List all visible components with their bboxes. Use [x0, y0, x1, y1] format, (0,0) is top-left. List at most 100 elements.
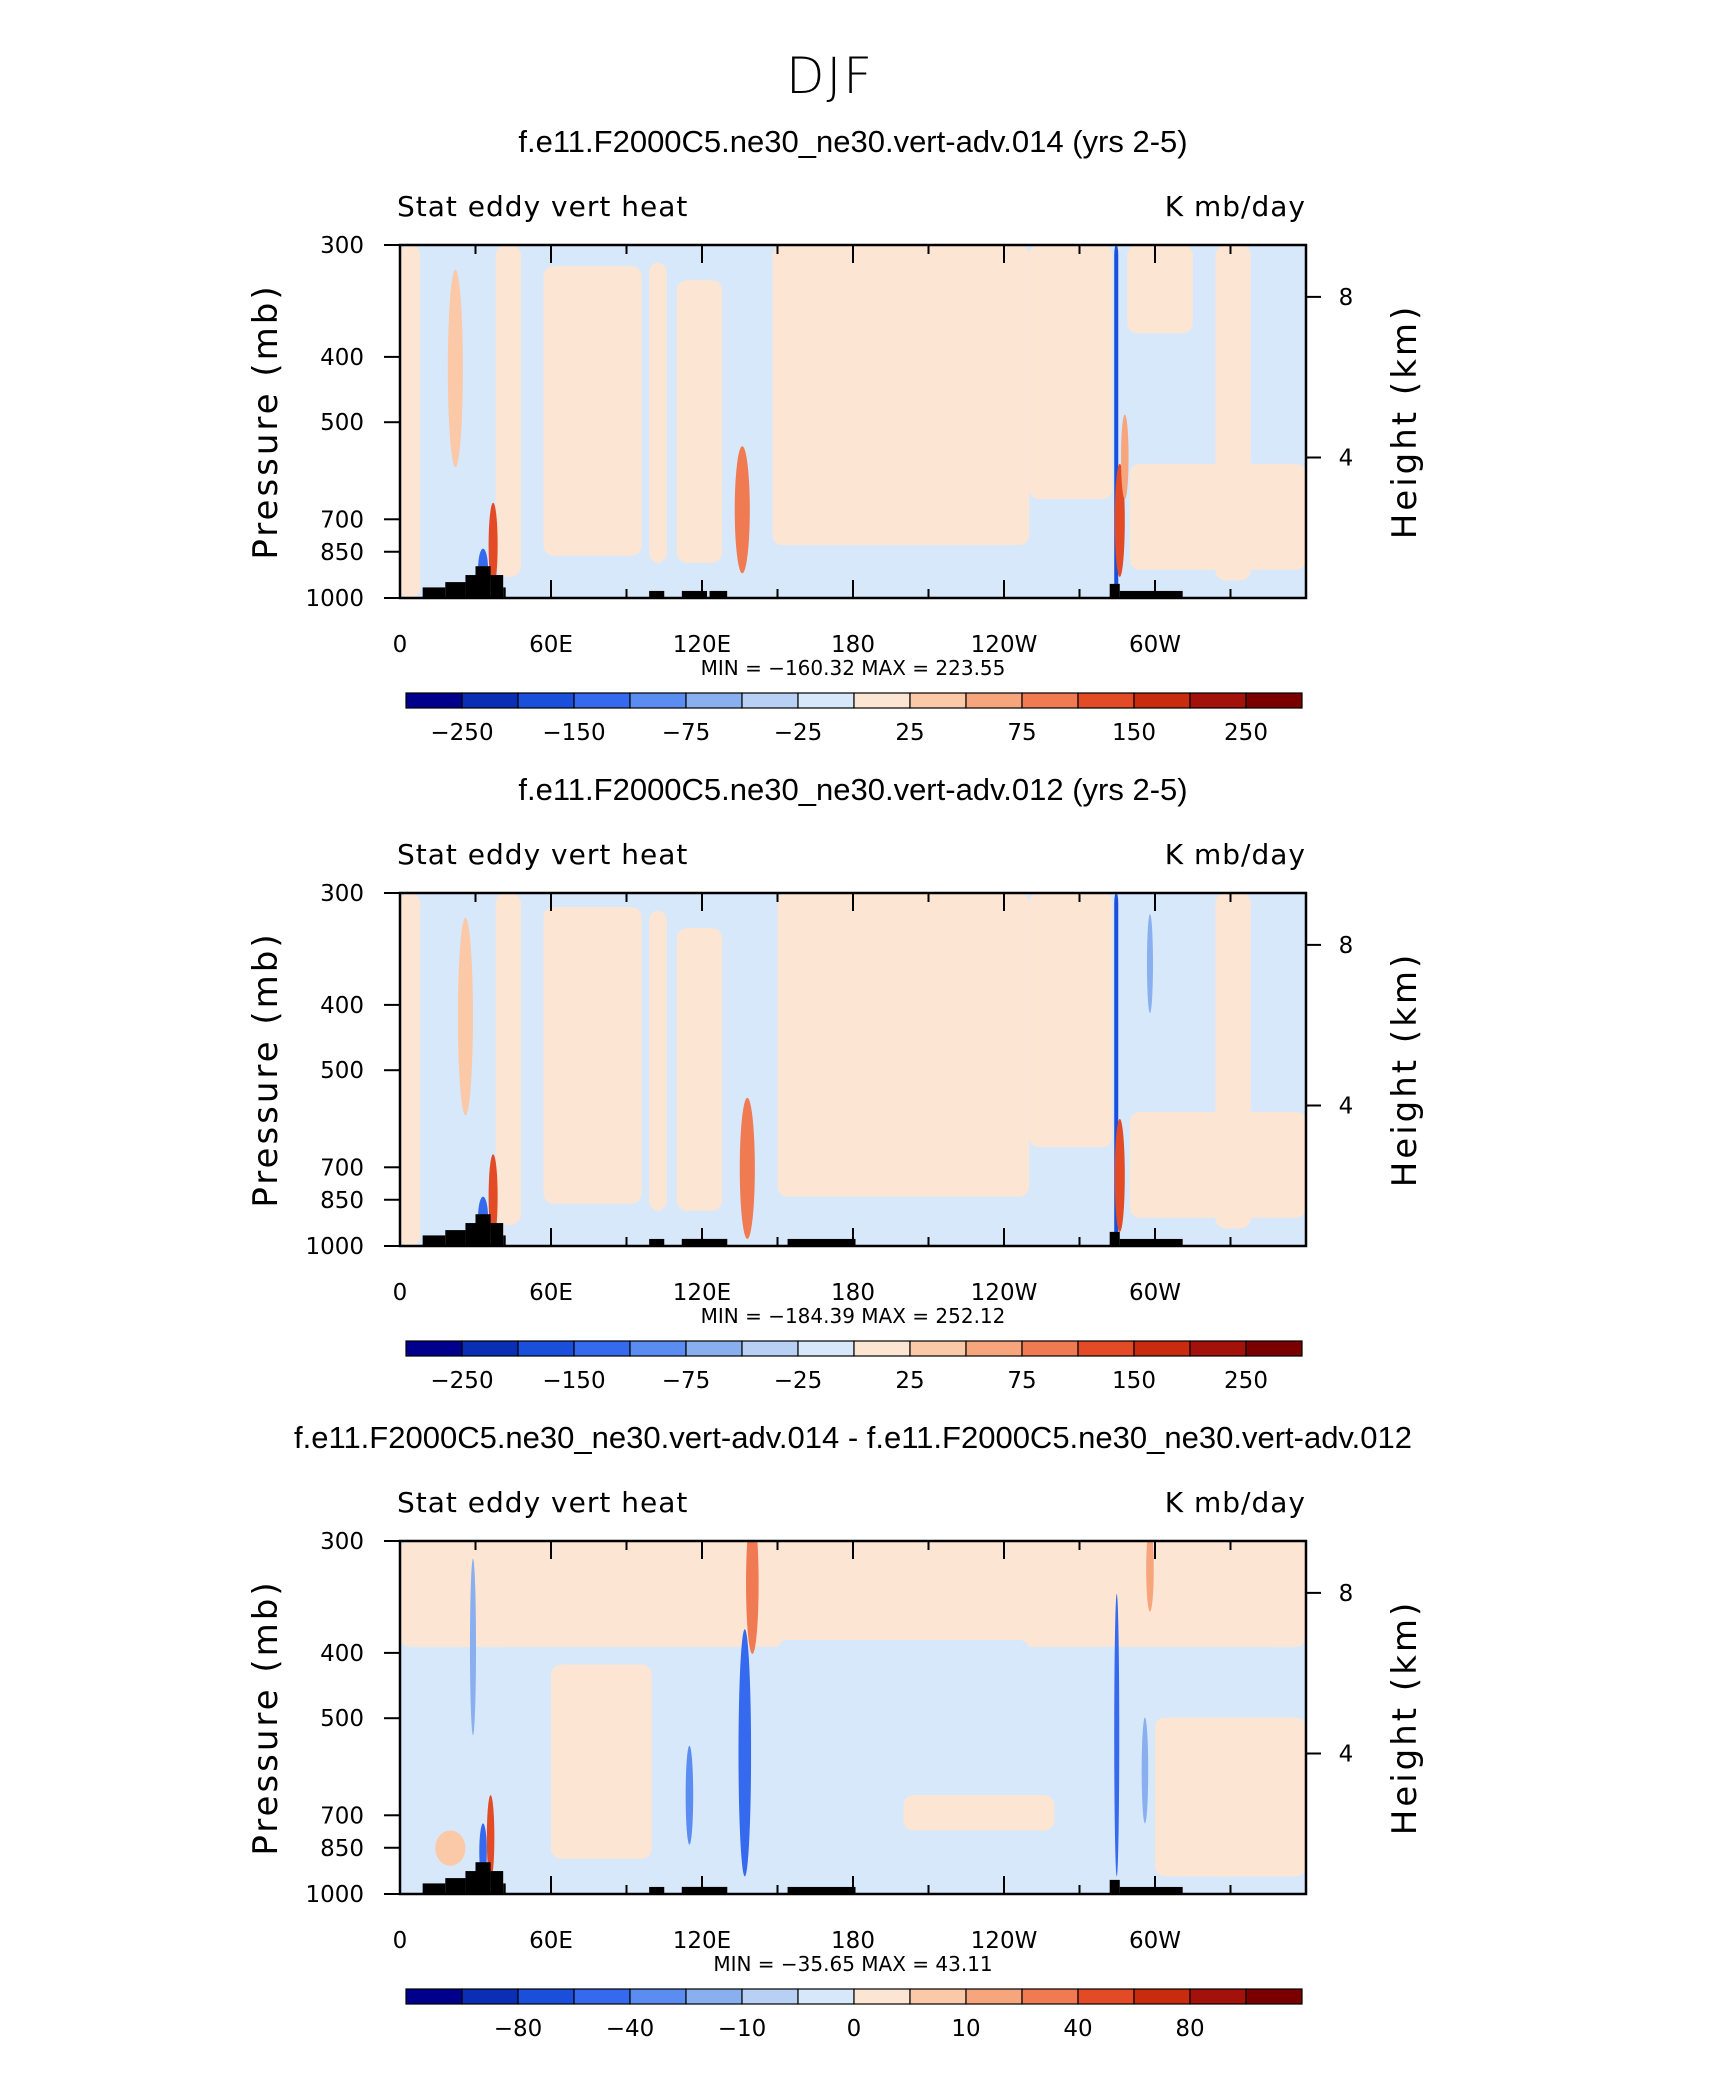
min-max-text: MIN = −184.39 MAX = 252.12	[701, 1304, 1006, 1328]
y-tick-label: 500	[320, 1706, 364, 1732]
panel-1: f.e11.F2000C5.ne30_ne30.vert-adv.014 (yr…	[246, 124, 1425, 746]
units-label: K mb/day	[1165, 190, 1306, 223]
field-region	[1029, 893, 1113, 1148]
x-tick-label: 60W	[1129, 1928, 1181, 1954]
colorbar-swatch	[797, 1340, 855, 1357]
colorbar-swatch	[853, 692, 911, 709]
colorbar-swatch	[909, 1988, 967, 2005]
left-label: Stat eddy vert heat	[397, 190, 688, 223]
colorbar-swatch	[1189, 692, 1247, 709]
colorbar-swatch	[517, 1340, 575, 1357]
y-axis-right-title: Height (km)	[1385, 1600, 1425, 1836]
topography	[490, 575, 504, 598]
y-tick-label: 700	[320, 507, 364, 533]
topography	[422, 587, 446, 598]
y-tick-label: 300	[320, 233, 364, 259]
colorbar-swatch	[797, 692, 855, 709]
field-feature	[739, 1097, 755, 1239]
colorbar-label: 80	[1175, 2016, 1204, 2042]
field-region	[676, 280, 723, 563]
colorbar-swatch	[629, 1988, 687, 2005]
right-tick-label: 8	[1339, 285, 1354, 311]
x-tick-label: 120E	[673, 1280, 731, 1306]
y-tick-label: 500	[320, 1058, 364, 1084]
field-feature	[738, 1629, 752, 1877]
left-label: Stat eddy vert heat	[397, 838, 688, 871]
y-tick-label: 300	[320, 1529, 364, 1555]
colorbar-swatch	[1133, 692, 1191, 709]
colorbar-swatch	[405, 1340, 463, 1357]
y-tick-label: 850	[320, 1836, 364, 1862]
field-feature	[457, 917, 473, 1116]
field-region	[1127, 245, 1193, 334]
contour-field	[400, 893, 1306, 1246]
colorbar-label: 250	[1224, 720, 1268, 746]
x-tick-label: 180	[831, 632, 875, 658]
topography	[1109, 583, 1120, 598]
colorbar-swatch	[1189, 1340, 1247, 1357]
panel-2: f.e11.F2000C5.ne30_ne30.vert-adv.012 (yr…	[246, 772, 1425, 1394]
colorbar-swatch	[1245, 1340, 1303, 1357]
colorbar-swatch	[1077, 1340, 1135, 1357]
colorbar-label: −75	[662, 720, 711, 746]
colorbar-swatch	[1133, 1988, 1191, 2005]
colorbar-label: −250	[430, 720, 493, 746]
x-tick-label: 0	[393, 1280, 408, 1306]
field-feature	[746, 1541, 759, 1654]
topography	[490, 1871, 504, 1894]
topography	[465, 1223, 476, 1246]
colorbar-label: −150	[542, 1368, 605, 1394]
topography	[681, 1886, 728, 1894]
topography	[681, 1238, 728, 1246]
y-axis-title: Pressure (mb)	[246, 1579, 286, 1855]
colorbar-swatch	[517, 692, 575, 709]
colorbar-swatch	[1189, 1988, 1247, 2005]
y-tick-label: 500	[320, 410, 364, 436]
x-tick-label: 120E	[673, 1928, 731, 1954]
topography	[1119, 1238, 1183, 1246]
colorbar: −80 −40 −10 0 10 40 80	[405, 1988, 1303, 2042]
topography	[649, 590, 665, 598]
colorbar-swatch	[573, 1340, 631, 1357]
right-tick-label: 4	[1339, 1094, 1354, 1120]
topography	[503, 587, 506, 598]
colorbar-label: −150	[542, 720, 605, 746]
y-axis-title: Pressure (mb)	[246, 283, 286, 559]
colorbar-swatch	[685, 1988, 743, 2005]
topography	[465, 1871, 476, 1894]
figure-title: DJF	[786, 47, 874, 105]
y-tick-label: 850	[320, 540, 364, 566]
colorbar-swatch	[1245, 1988, 1303, 2005]
colorbar-label: −25	[774, 720, 823, 746]
field-region	[400, 1541, 1306, 1647]
y-axis-right-title: Height (km)	[1385, 952, 1425, 1188]
min-max-text: MIN = −160.32 MAX = 223.55	[701, 656, 1006, 680]
field-feature	[488, 502, 498, 588]
colorbar-swatch	[629, 1340, 687, 1357]
field-region	[543, 266, 642, 556]
colorbar-swatch	[853, 1988, 911, 2005]
x-tick-label: 60W	[1129, 632, 1181, 658]
field-feature	[469, 1558, 477, 1736]
topography	[490, 1223, 504, 1246]
topography	[503, 1235, 506, 1246]
y-tick-label: 300	[320, 881, 364, 907]
topography	[787, 1238, 856, 1246]
colorbar-label: 75	[1007, 1368, 1036, 1394]
colorbar-swatch	[741, 692, 799, 709]
topography	[422, 1883, 446, 1894]
x-tick-label: 0	[393, 1928, 408, 1954]
colorbar-label: 75	[1007, 720, 1036, 746]
field-region	[1215, 893, 1251, 1229]
contour-field	[400, 245, 1306, 598]
topography	[1119, 1886, 1183, 1894]
contour-field	[400, 1541, 1306, 1894]
colorbar-swatch	[965, 1340, 1023, 1357]
y-tick-label: 400	[320, 1641, 364, 1667]
field-region	[777, 1639, 1030, 1842]
y-tick-label: 850	[320, 1188, 364, 1214]
topography	[649, 1886, 665, 1894]
field-region	[551, 1664, 652, 1859]
x-tick-label: 120W	[971, 632, 1038, 658]
